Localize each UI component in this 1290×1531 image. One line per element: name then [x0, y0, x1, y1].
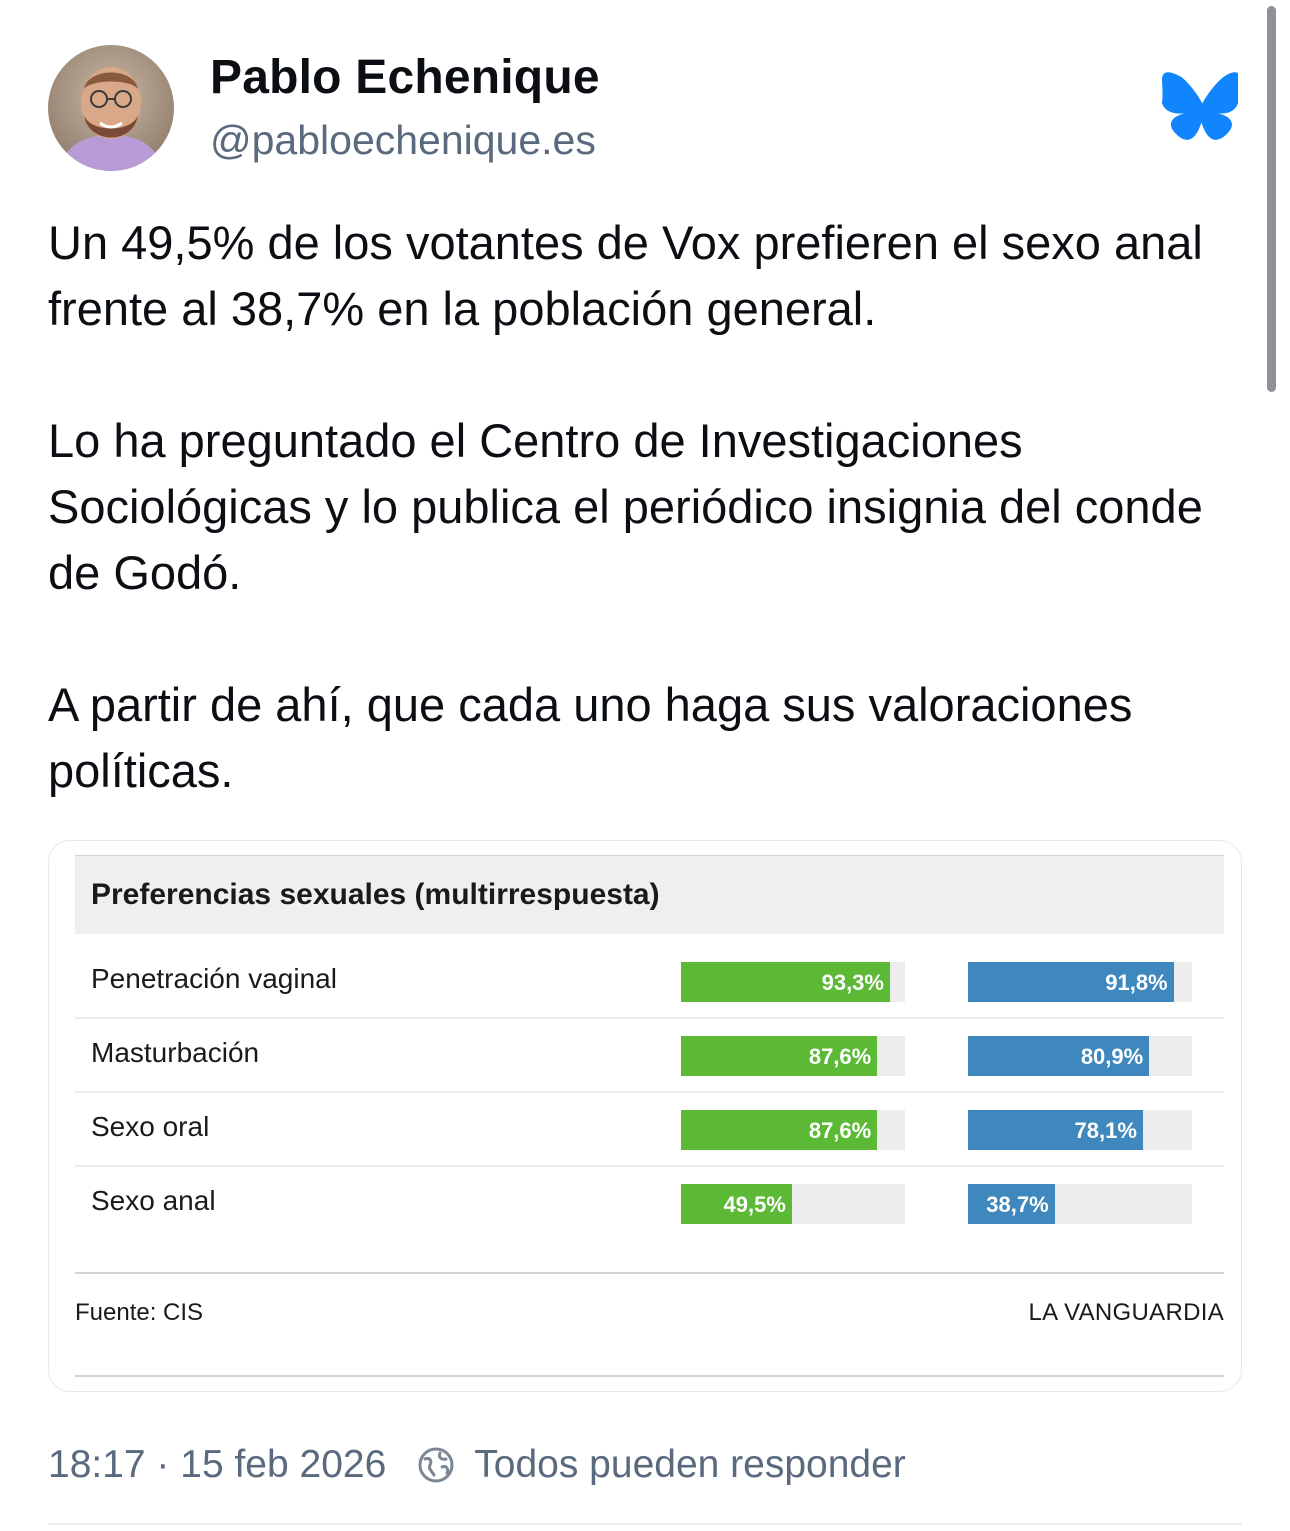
row-label: Sexo oral	[91, 1111, 210, 1142]
bar-track: 78,1%	[968, 1110, 1192, 1150]
chart-table: Preferencias sexuales (multirrespuesta) …	[75, 855, 1224, 1377]
divider	[75, 855, 1224, 856]
chart-header: Preferencias sexuales (multirrespuesta)	[75, 856, 1224, 934]
divider	[48, 1523, 1242, 1525]
post-paragraph: Un 49,5% de los votantes de Vox prefiere…	[48, 216, 1203, 335]
table-row: Sexo oral 87,6% 78,1%	[75, 1093, 1224, 1167]
bar-track: 91,8%	[968, 962, 1192, 1002]
row-label: Sexo anal	[91, 1185, 216, 1216]
row-label: Masturbación	[91, 1037, 260, 1068]
bar-value-label: 38,7%	[986, 1192, 1049, 1217]
bar-track: 87,6%	[681, 1036, 905, 1076]
bar-value-label: 93,3%	[821, 970, 884, 995]
bar-track: 49,5%	[681, 1184, 905, 1224]
chart-source: Fuente: CIS	[75, 1299, 204, 1326]
bar-value-label: 80,9%	[1080, 1044, 1144, 1069]
bar: 91,8%	[968, 962, 1174, 1002]
reply-setting[interactable]: Todos pueden responder	[474, 1443, 906, 1486]
bar-value-label: 91,8%	[1105, 970, 1168, 995]
bar-track: 87,6%	[681, 1110, 905, 1150]
row-divider	[75, 1165, 1224, 1167]
bar-value-label: 87,6%	[808, 1118, 872, 1143]
row-divider	[75, 1017, 1224, 1019]
bar-track: 93,3%	[681, 962, 905, 1002]
bar: 87,6%	[681, 1036, 878, 1076]
chart-brand: LA VANGUARDIA	[1028, 1299, 1224, 1326]
row-label: Penetración vaginal	[91, 963, 337, 994]
bar: 80,9%	[968, 1036, 1150, 1076]
bar: 38,7%	[968, 1184, 1055, 1224]
table-row: Sexo anal 49,5% 38,7%	[75, 1167, 1224, 1241]
post-paragraph: A partir de ahí, que cada uno haga sus v…	[48, 678, 1133, 797]
bar-track: 80,9%	[968, 1036, 1192, 1076]
post-text: Un 49,5% de los votantes de Vox prefiere…	[48, 210, 1248, 804]
table-row: Masturbación 87,6% 80,9%	[75, 1019, 1224, 1093]
bar: 78,1%	[968, 1110, 1143, 1150]
bar-value-label: 78,1%	[1074, 1118, 1137, 1143]
timestamp[interactable]: 18:17 · 15 feb 2026	[48, 1443, 387, 1486]
bluesky-butterfly-icon[interactable]	[1161, 72, 1241, 140]
post-paragraph: Lo ha preguntado el Centro de Investigac…	[48, 414, 1203, 599]
bar-track: 38,7%	[968, 1184, 1192, 1224]
globe-earth-icon	[418, 1447, 454, 1483]
author-name[interactable]: Pablo Echenique	[210, 51, 600, 104]
author-handle[interactable]: @pabloechenique.es	[210, 117, 596, 163]
post-meta: 18:17 · 15 feb 2026 Todos pueden respond…	[48, 1440, 906, 1490]
chart-title: Preferencias sexuales (multirrespuesta)	[91, 878, 660, 911]
divider	[75, 1272, 1224, 1274]
bar-value-label: 87,6%	[808, 1044, 872, 1069]
bar: 87,6%	[681, 1110, 878, 1150]
bar: 93,3%	[681, 962, 890, 1002]
avatar[interactable]	[48, 45, 174, 171]
bar-value-label: 49,5%	[723, 1192, 786, 1217]
row-divider	[75, 1091, 1224, 1093]
embedded-image[interactable]: Preferencias sexuales (multirrespuesta) …	[48, 840, 1242, 1392]
bar: 49,5%	[681, 1184, 792, 1224]
divider	[75, 1375, 1224, 1377]
table-row: Penetración vaginal 93,3% 91,8%	[75, 945, 1224, 1019]
scrollbar[interactable]	[1267, 6, 1276, 392]
